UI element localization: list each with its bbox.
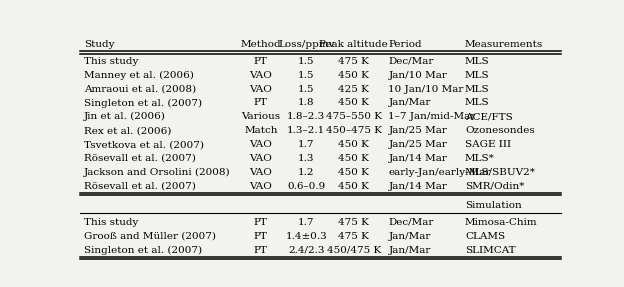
Text: 1.3–2.1: 1.3–2.1 <box>287 126 325 135</box>
Text: 450–475 K: 450–475 K <box>326 126 382 135</box>
Text: 2.4/2.3: 2.4/2.3 <box>288 246 324 255</box>
Text: CLAMS: CLAMS <box>465 232 505 241</box>
Text: Rösevall et al. (2007): Rösevall et al. (2007) <box>84 182 196 191</box>
Text: 1.7: 1.7 <box>298 218 314 227</box>
Text: Jan/14 Mar: Jan/14 Mar <box>389 154 447 163</box>
Text: 0.6–0.9: 0.6–0.9 <box>287 182 325 191</box>
Text: SMR/Odin*: SMR/Odin* <box>465 182 524 191</box>
Text: MLS/SBUV2*: MLS/SBUV2* <box>465 168 536 177</box>
Text: 450/475 K: 450/475 K <box>326 246 381 255</box>
Text: Rösevall et al. (2007): Rösevall et al. (2007) <box>84 154 196 163</box>
Text: 1–7 Jan/mid-Mar: 1–7 Jan/mid-Mar <box>389 112 475 121</box>
Text: 475 K: 475 K <box>338 218 369 227</box>
Text: 425 K: 425 K <box>338 85 369 94</box>
Text: Match: Match <box>244 126 278 135</box>
Text: Tsvetkova et al. (2007): Tsvetkova et al. (2007) <box>84 140 204 149</box>
Text: Jan/Mar: Jan/Mar <box>389 98 431 107</box>
Text: MLS*: MLS* <box>465 154 495 163</box>
Text: 1.3: 1.3 <box>298 154 314 163</box>
Text: MLS: MLS <box>465 85 489 94</box>
Text: PT: PT <box>254 246 268 255</box>
Text: Jan/14 Mar: Jan/14 Mar <box>389 182 447 191</box>
Text: Jan/Mar: Jan/Mar <box>389 232 431 241</box>
Text: Singleton et al. (2007): Singleton et al. (2007) <box>84 98 202 108</box>
Text: PT: PT <box>254 98 268 107</box>
Text: 1.4±0.3: 1.4±0.3 <box>285 232 327 241</box>
Text: Study: Study <box>84 40 114 49</box>
Text: early-Jan/early-Mar: early-Jan/early-Mar <box>389 168 491 177</box>
Text: SLIMCAT: SLIMCAT <box>465 246 515 255</box>
Text: 450 K: 450 K <box>338 140 369 149</box>
Text: 1.8–2.3: 1.8–2.3 <box>287 112 325 121</box>
Text: 475 K: 475 K <box>338 232 369 241</box>
Text: Period: Period <box>389 40 422 49</box>
Text: VAO: VAO <box>250 168 272 177</box>
Text: MLS: MLS <box>465 98 489 107</box>
Text: 450 K: 450 K <box>338 154 369 163</box>
Text: Ozonesondes: Ozonesondes <box>465 126 535 135</box>
Text: 475–550 K: 475–550 K <box>326 112 382 121</box>
Text: ACE/FTS: ACE/FTS <box>465 112 513 121</box>
Text: MLS: MLS <box>465 57 489 66</box>
Text: VAO: VAO <box>250 154 272 163</box>
Text: Simulation: Simulation <box>465 201 522 210</box>
Text: Jan/25 Mar: Jan/25 Mar <box>389 140 447 149</box>
Text: Loss/ppmv: Loss/ppmv <box>278 40 334 49</box>
Text: Singleton et al. (2007): Singleton et al. (2007) <box>84 245 202 255</box>
Text: VAO: VAO <box>250 182 272 191</box>
Text: MLS: MLS <box>465 71 489 80</box>
Text: VAO: VAO <box>250 71 272 80</box>
Text: PT: PT <box>254 232 268 241</box>
Text: 1.5: 1.5 <box>298 71 314 80</box>
Text: 1.8: 1.8 <box>298 98 314 107</box>
Text: 1.5: 1.5 <box>298 57 314 66</box>
Text: Jan/Mar: Jan/Mar <box>389 246 431 255</box>
Text: Jin et al. (2006): Jin et al. (2006) <box>84 112 166 121</box>
Text: 1.2: 1.2 <box>298 168 314 177</box>
Text: Mimosa-Chim: Mimosa-Chim <box>465 218 537 227</box>
Text: Jan/25 Mar: Jan/25 Mar <box>389 126 447 135</box>
Text: Amraoui et al. (2008): Amraoui et al. (2008) <box>84 85 196 94</box>
Text: 475 K: 475 K <box>338 57 369 66</box>
Text: Jackson and Orsolini (2008): Jackson and Orsolini (2008) <box>84 168 230 177</box>
Text: Peak altitude: Peak altitude <box>319 40 388 49</box>
Text: PT: PT <box>254 218 268 227</box>
Text: SAGE III: SAGE III <box>465 140 511 149</box>
Text: VAO: VAO <box>250 140 272 149</box>
Text: 1.7: 1.7 <box>298 140 314 149</box>
Text: Dec/Mar: Dec/Mar <box>389 218 434 227</box>
Text: 1.5: 1.5 <box>298 85 314 94</box>
Text: 450 K: 450 K <box>338 98 369 107</box>
Text: 450 K: 450 K <box>338 182 369 191</box>
Text: Dec/Mar: Dec/Mar <box>389 57 434 66</box>
Text: Jan/10 Mar: Jan/10 Mar <box>389 71 447 80</box>
Text: Grooß and Müller (2007): Grooß and Müller (2007) <box>84 232 216 241</box>
Text: 10 Jan/10 Mar: 10 Jan/10 Mar <box>389 85 464 94</box>
Text: 450 K: 450 K <box>338 71 369 80</box>
Text: 450 K: 450 K <box>338 168 369 177</box>
Text: This study: This study <box>84 218 138 227</box>
Text: PT: PT <box>254 57 268 66</box>
Text: Various: Various <box>241 112 280 121</box>
Text: This study: This study <box>84 57 138 66</box>
Text: VAO: VAO <box>250 85 272 94</box>
Text: Rex et al. (2006): Rex et al. (2006) <box>84 126 171 135</box>
Text: Method: Method <box>240 40 281 49</box>
Text: Manney et al. (2006): Manney et al. (2006) <box>84 71 193 80</box>
Text: Measurements: Measurements <box>465 40 543 49</box>
